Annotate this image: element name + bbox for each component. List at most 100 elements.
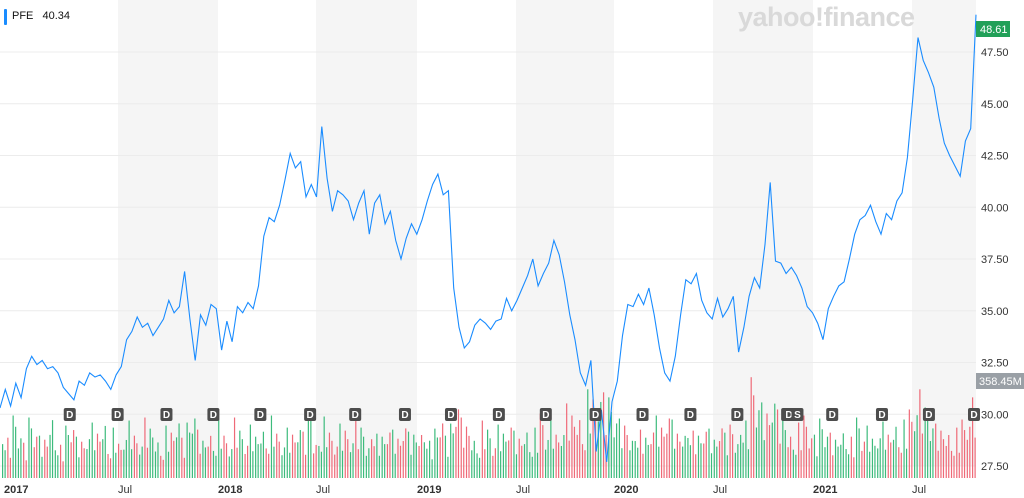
volume-bar [249,424,251,478]
volume-bar [457,409,460,478]
volume-bar [663,436,665,478]
volume-bar [225,443,228,478]
volume-bar [397,438,399,478]
volume-bar [629,450,631,478]
event-marker: D [160,408,173,421]
volume-bar [840,444,842,478]
volume-bar [671,419,673,478]
volume-bar [38,435,41,478]
volume-bar [966,439,968,478]
volume-bar [407,431,410,478]
volume-bar [834,439,837,478]
y-tick-label: 42.50 [981,151,1009,163]
volume-bar [502,433,505,478]
event-marker: D [731,408,744,421]
volume-bar [747,449,750,478]
volume-bar [165,425,167,478]
volume-bar [710,453,713,478]
volume-bar [233,417,236,478]
volume-bar [270,415,273,478]
volume-bar [942,439,945,478]
period-bands [118,0,976,466]
volume-bar [784,430,786,478]
volume-bar [924,407,926,478]
volume-bar [265,448,267,478]
volume-bar [455,426,457,478]
volume-bar [489,438,491,478]
volume-bar [600,401,602,478]
volume-bar [104,425,106,478]
volume-bar [534,427,536,478]
volume-bar [652,432,655,478]
volume-bar [536,452,539,478]
volume-bar [639,429,642,478]
volume-bar [405,428,407,478]
event-marker-box [684,408,697,421]
volume-bar [283,447,286,478]
x-tick-label: Jul [912,484,926,496]
ticker-label[interactable]: PFE 40.34 [12,10,76,22]
volume-bar [476,453,478,478]
volume-bar [302,431,304,478]
volume-bar [718,441,721,478]
volume-bar [737,444,739,478]
event-marker-box [398,408,411,421]
volume-bar [291,434,294,478]
volume-bar [381,436,383,478]
volume-bar [774,403,776,478]
volume-bar [415,442,417,478]
volume-bar [255,436,257,478]
event-marker: D [207,408,220,421]
volume-bar [376,433,378,478]
event-marker-box [349,408,362,421]
y-axis: 27.50 30.00 32.50 35.00 37.50 40.00 42.50 45.00… [981,47,1009,473]
event-marker-label: D [163,410,170,421]
volume-bar [73,430,75,478]
price-badge [976,21,1010,37]
volume-bar [932,428,934,478]
volume-bar [587,389,589,478]
volume-bar [33,447,35,478]
volume-bar [911,421,913,478]
volume-bar [877,448,879,478]
volume-bar [808,448,810,478]
axis-badges: 48.61 358.45M [976,21,1024,389]
volume-bar [956,427,958,478]
volume-bar [4,450,6,478]
volume-bar [186,422,188,478]
volume-bar [450,423,452,478]
volume-bar [887,434,889,478]
volume-bar [724,432,726,478]
volume-bar [94,450,96,478]
event-marker-label: D [785,410,792,421]
volume-bar [215,455,217,478]
period-band [516,0,614,466]
volume-bar [378,455,380,478]
x-tick-label: 2021 [813,484,837,496]
volume-bar [202,440,204,478]
volume-bar [634,441,636,478]
volume-bar [112,427,114,478]
event-marker-label: D [542,410,549,421]
volume-bar [919,389,921,478]
event-marker-label: D [66,410,73,421]
volume-bar [826,436,829,478]
volume-bar [745,420,747,478]
volume-bar [120,449,122,478]
event-marker-label: D [829,410,836,421]
event-marker: D [589,408,602,421]
volume-bar [655,415,657,478]
volume-bar [384,444,386,478]
volume-bar [262,431,265,478]
volume-bar [916,415,918,478]
volume-bar [805,426,808,478]
volume-bar [289,452,291,478]
volume-bar [708,428,710,478]
volume-bar [963,430,966,478]
volume-bar [399,445,402,478]
volume-bar [795,454,797,478]
volume-bar [866,425,868,478]
volume-bar [429,440,431,478]
volume-bar [344,430,346,478]
